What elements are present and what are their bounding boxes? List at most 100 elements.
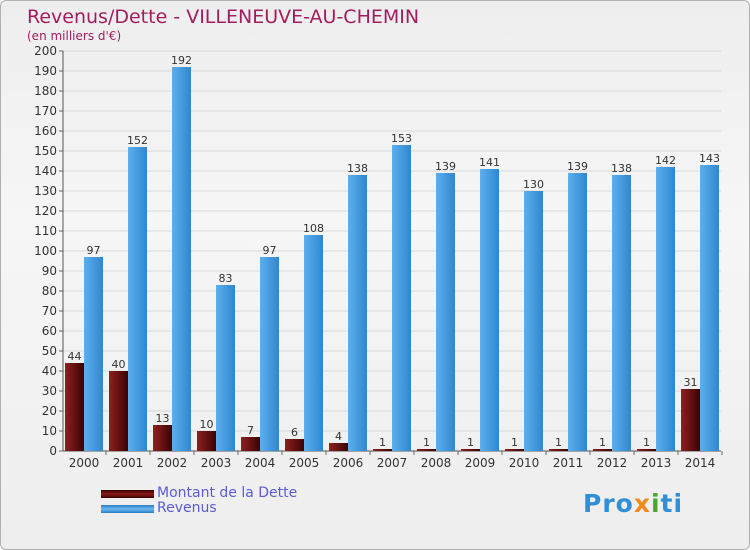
bar-debt <box>417 449 436 451</box>
data-label-revenue: 138 <box>347 162 368 175</box>
legend-swatch-revenue <box>101 505 154 513</box>
data-label-debt: 1 <box>599 436 606 449</box>
y-tick-label: 200 <box>34 44 57 58</box>
bar-revenue <box>216 285 235 451</box>
data-label-debt: 13 <box>156 412 170 425</box>
proxiti-logo: Proxiti <box>583 489 684 518</box>
y-tick-label: 90 <box>42 264 57 278</box>
bar-debt <box>241 437 260 451</box>
legend-swatch-debt <box>101 490 154 498</box>
chart-subtitle: (en milliers d'€) <box>27 29 122 43</box>
data-label-revenue: 130 <box>523 178 544 191</box>
x-tick-label: 2000 <box>69 456 100 470</box>
y-tick-label: 190 <box>34 64 57 78</box>
y-tick-label: 20 <box>42 404 57 418</box>
data-label-revenue: 138 <box>611 162 632 175</box>
data-label-debt: 1 <box>511 436 518 449</box>
x-tick-label: 2012 <box>597 456 628 470</box>
x-tick-label: 2002 <box>157 456 188 470</box>
bar-debt <box>65 363 84 451</box>
y-tick-label: 120 <box>34 204 57 218</box>
bar-debt <box>109 371 128 451</box>
y-tick-label: 130 <box>34 184 57 198</box>
bar-revenue <box>480 169 499 451</box>
data-label-revenue: 108 <box>303 222 324 235</box>
bar-revenue <box>568 173 587 451</box>
data-label-debt: 31 <box>684 376 698 389</box>
data-label-debt: 6 <box>291 426 298 439</box>
bar-revenue <box>524 191 543 451</box>
y-tick-label: 70 <box>42 304 57 318</box>
chart-title: Revenus/Dette - VILLENEUVE-AU-CHEMIN <box>27 6 420 28</box>
data-label-revenue: 143 <box>699 152 720 165</box>
x-tick-label: 2011 <box>553 456 584 470</box>
data-label-debt: 44 <box>68 350 82 363</box>
y-tick-label: 140 <box>34 164 57 178</box>
bar-debt <box>153 425 172 451</box>
data-label-debt: 4 <box>335 430 342 443</box>
legend-label-debt: Montant de la Dette <box>157 485 298 501</box>
bar-debt <box>505 449 524 451</box>
bar-revenue <box>700 165 719 451</box>
y-tick-label: 170 <box>34 104 57 118</box>
x-tick-label: 2005 <box>289 456 320 470</box>
data-label-debt: 10 <box>200 418 214 431</box>
data-label-debt: 1 <box>423 436 430 449</box>
data-label-revenue: 139 <box>435 160 456 173</box>
bar-revenue <box>172 67 191 451</box>
bar-revenue <box>304 235 323 451</box>
x-tick-label: 2013 <box>641 456 672 470</box>
data-label-revenue: 152 <box>127 134 148 147</box>
bar-revenue <box>260 257 279 451</box>
x-tick-label: 2009 <box>465 456 496 470</box>
data-label-revenue: 139 <box>567 160 588 173</box>
bar-revenue <box>392 145 411 451</box>
bar-revenue <box>128 147 147 451</box>
y-tick-label: 110 <box>34 224 57 238</box>
bar-debt <box>373 449 392 451</box>
x-tick-label: 2014 <box>685 456 716 470</box>
data-label-revenue: 141 <box>479 156 500 169</box>
bar-debt <box>593 449 612 451</box>
y-tick-label: 50 <box>42 344 57 358</box>
bar-revenue <box>348 175 367 451</box>
bar-debt <box>285 439 304 451</box>
x-tick-label: 2010 <box>509 456 540 470</box>
data-label-revenue: 153 <box>391 132 412 145</box>
data-label-revenue: 83 <box>219 272 233 285</box>
data-label-revenue: 97 <box>263 244 277 257</box>
y-tick-label: 30 <box>42 384 57 398</box>
data-label-debt: 1 <box>555 436 562 449</box>
y-tick-label: 80 <box>42 284 57 298</box>
x-tick-label: 2003 <box>201 456 232 470</box>
x-tick-label: 2004 <box>245 456 276 470</box>
y-tick-label: 100 <box>34 244 57 258</box>
y-tick-label: 60 <box>42 324 57 338</box>
y-tick-label: 160 <box>34 124 57 138</box>
x-tick-label: 2001 <box>113 456 144 470</box>
bar-debt <box>549 449 568 451</box>
bar-debt <box>637 449 656 451</box>
legend-label-revenue: Revenus <box>157 500 217 516</box>
bar-debt <box>461 449 480 451</box>
data-label-debt: 40 <box>112 358 126 371</box>
y-tick-label: 0 <box>49 444 57 458</box>
bar-revenue <box>656 167 675 451</box>
bar-debt <box>329 443 348 451</box>
bar-revenue <box>84 257 103 451</box>
bar-revenue <box>612 175 631 451</box>
data-label-debt: 1 <box>379 436 386 449</box>
bar-debt <box>197 431 216 451</box>
data-label-debt: 1 <box>467 436 474 449</box>
data-label-revenue: 142 <box>655 154 676 167</box>
data-label-revenue: 97 <box>87 244 101 257</box>
x-tick-label: 2008 <box>421 456 452 470</box>
bar-debt <box>681 389 700 451</box>
data-label-debt: 1 <box>643 436 650 449</box>
y-tick-label: 40 <box>42 364 57 378</box>
data-label-debt: 7 <box>247 424 254 437</box>
y-tick-label: 180 <box>34 84 57 98</box>
bar-revenue <box>436 173 455 451</box>
